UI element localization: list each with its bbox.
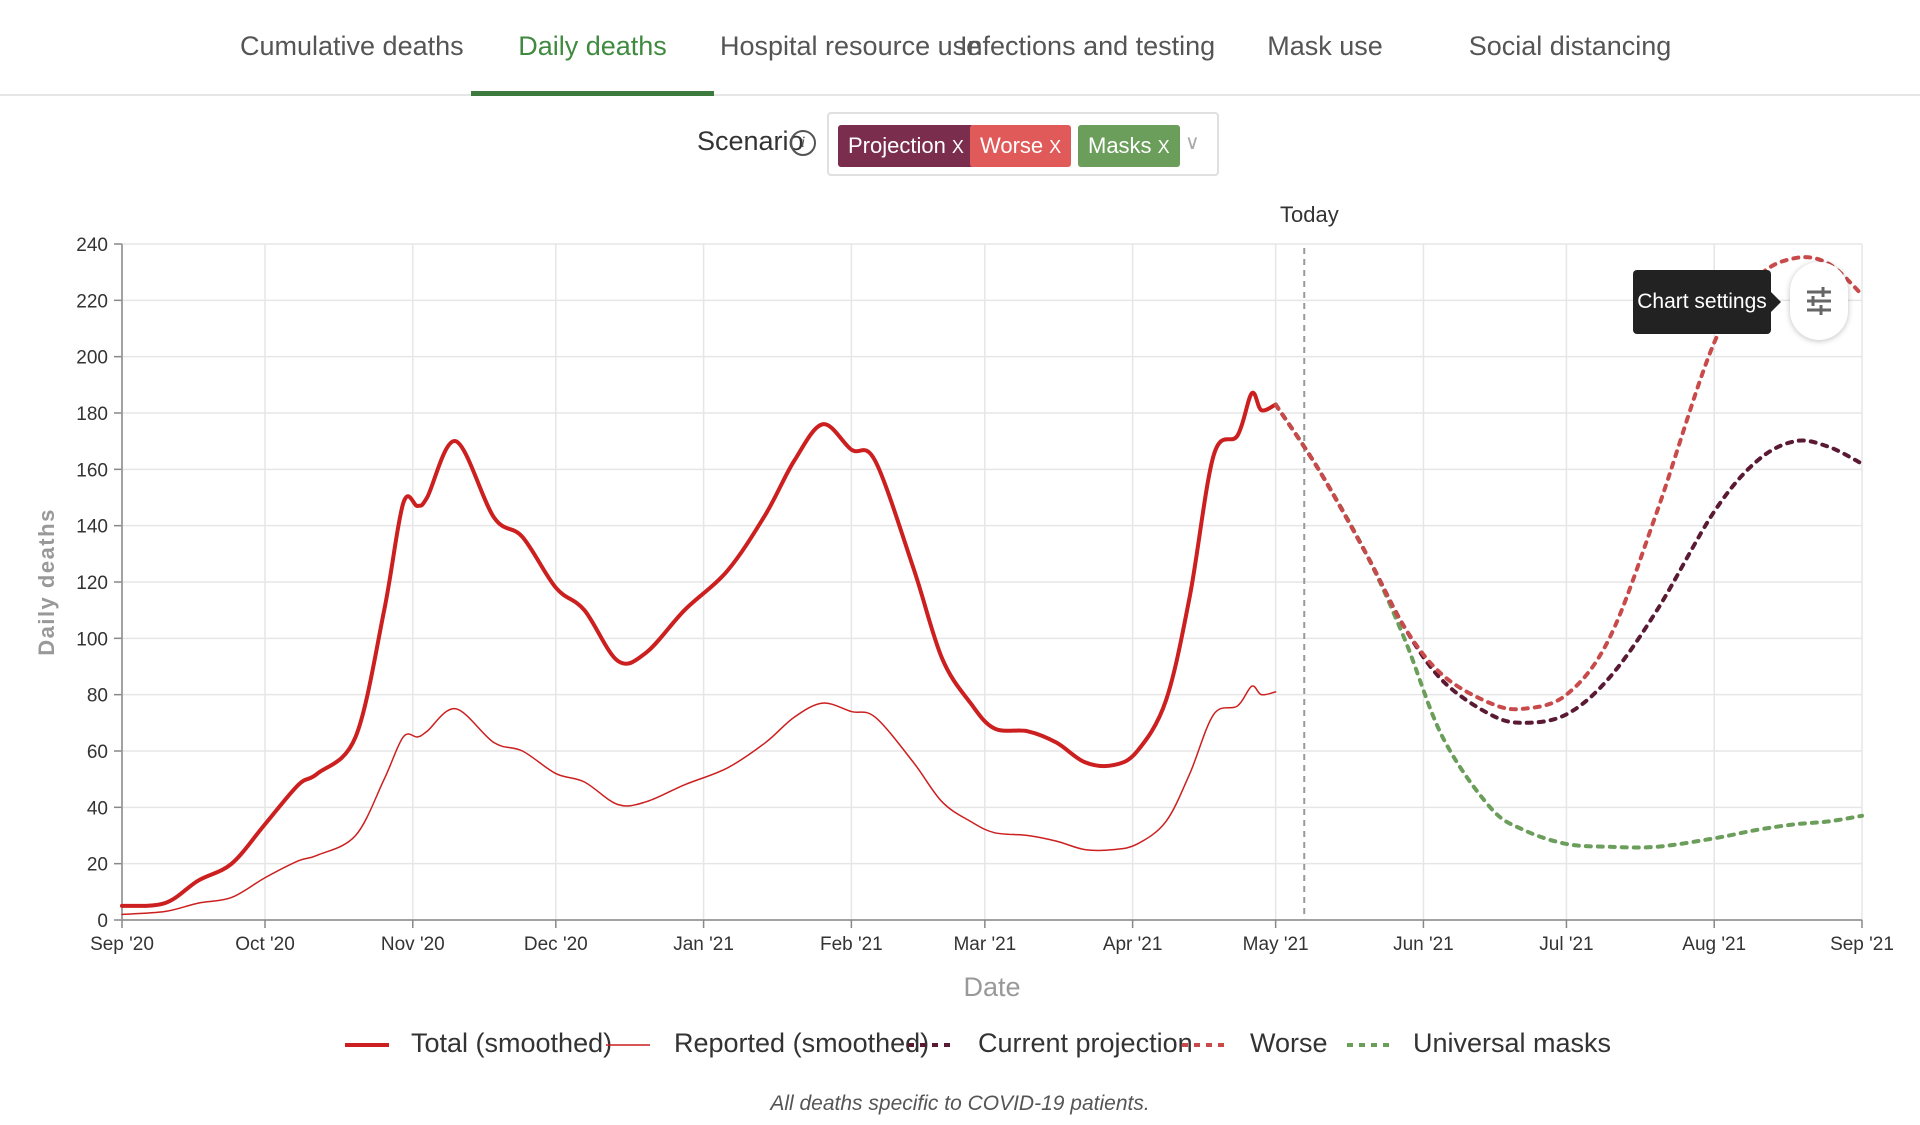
x-tick-label: Aug '21 [1682,934,1746,955]
remove-projection-button[interactable]: X [951,137,964,157]
remove-masks-button[interactable]: X [1157,137,1170,157]
x-tick-label: Jul '21 [1539,934,1593,955]
sliders-icon [1807,287,1831,315]
tab-cumulative-deaths[interactable]: Cumulative deaths [240,31,464,61]
scenario-label: Scenario [697,126,804,156]
legend-swatch [606,1044,650,1046]
chip-masks: Masks X [1078,125,1180,167]
x-tick-label: Sep '21 [1830,934,1894,955]
y-tick-label: 40 [87,798,108,819]
legend-label: Current projection [978,1028,1193,1058]
scenario-multiselect[interactable]: Projection X Worse X Masks X ∨ [827,112,1219,176]
x-tick-label: Sep '20 [90,934,154,955]
legend-swatch [1347,1043,1391,1047]
y-tick-label: 0 [97,911,108,932]
y-tick-label: 240 [76,235,108,256]
chart-legend: Total (smoothed) Reported (smoothed) Cur… [0,1022,1920,1068]
legend-label: Reported (smoothed) [674,1028,930,1058]
x-tick-label: Jan '21 [673,934,734,955]
series-line-reported-smoothed [121,685,1277,916]
chevron-down-icon[interactable]: ∨ [1185,132,1200,154]
series-line-universal-masks [1273,402,1864,850]
footnote: All deaths specific to COVID-19 patients… [770,1092,1150,1115]
y-tick-label: 220 [76,291,108,312]
y-axis-title: Daily deaths [34,508,59,656]
y-tick-label: 80 [87,686,108,707]
y-tick-label: 180 [76,404,108,425]
series-line-worse [1273,255,1864,712]
y-tick-label: 60 [87,742,108,763]
tab-bar: Cumulative deaths Daily deaths Hospital … [0,0,1920,96]
tab-social-distancing[interactable]: Social distancing [1468,31,1672,61]
remove-worse-button[interactable]: X [1049,137,1062,157]
x-tick-label: Mar '21 [953,934,1016,955]
info-icon[interactable]: i [790,130,816,156]
series-line-total-smoothed [120,390,1278,908]
y-tick-label: 20 [87,855,108,876]
y-tick-label: 160 [76,460,108,481]
y-tick-label: 120 [76,573,108,594]
x-tick-label: Dec '20 [524,934,588,955]
y-tick-label: 140 [76,517,108,538]
daily-deaths-chart: 0 20 40 60 80 100 120 140 160 180 200 220 240 Sep '20… [34,235,1894,1002]
legend-label: Worse [1250,1028,1328,1058]
legend-label: Universal masks [1413,1028,1612,1058]
x-tick-label: Nov '20 [381,934,445,955]
legend-label: Total (smoothed) [411,1028,613,1058]
x-tick-label: Apr '21 [1103,934,1163,955]
chart-settings-button[interactable] [1790,262,1848,340]
series-line-current-projection [1273,402,1864,725]
scenario-selector: Scenario i Projection X Worse X Masks X ∨ [0,112,1920,178]
chip-projection: Projection X [838,125,974,167]
chip-label: Worse [980,133,1044,158]
today-label: Today [1280,202,1339,227]
x-axis-title: Date [963,972,1020,1002]
y-tick-label: 200 [76,348,108,369]
x-tick-label: Oct '20 [235,934,295,955]
x-tick-label: Jun '21 [1393,934,1454,955]
chip-worse: Worse X [970,125,1072,167]
legend-swatch [908,1043,952,1047]
chip-label: Masks [1088,133,1152,158]
chart-settings-tooltip: Chart settings [1633,270,1781,334]
chip-label: Projection [848,133,946,158]
tab-mask-use[interactable]: Mask use [1267,31,1383,61]
legend-swatch [1182,1043,1226,1047]
tab-infections-and-testing[interactable]: Infections and testing [960,31,1216,61]
x-tick-label: May '21 [1243,934,1309,955]
legend-swatch [345,1043,389,1047]
y-tick-label: 100 [76,629,108,650]
x-tick-label: Feb '21 [820,934,883,955]
tab-hospital-resource-use[interactable]: Hospital resource use [720,31,982,61]
tab-daily-deaths[interactable]: Daily deaths [471,0,714,96]
